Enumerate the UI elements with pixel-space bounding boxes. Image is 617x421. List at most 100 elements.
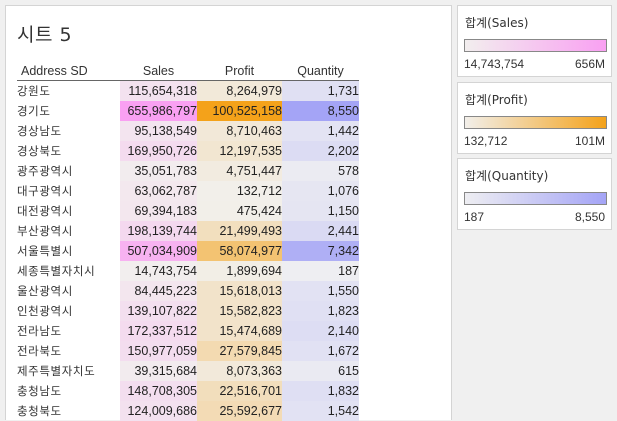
legend-sales[interactable]: 합계(Sales) 14,743,754 656M — [457, 5, 612, 77]
cell-sales[interactable]: 124,009,686 — [120, 400, 197, 421]
cell-sales[interactable]: 150,977,059 — [120, 340, 197, 361]
cell-quantity[interactable]: 8,550 — [282, 100, 359, 121]
table-row[interactable]: 울산광역시 84,445,223 15,618,013 1,550 — [17, 280, 359, 301]
cell-address: 경기도 — [17, 103, 51, 118]
sheet-panel: 시트 5 Address SD Sales Profit Quantity 강원… — [5, 5, 452, 421]
cell-quantity[interactable]: 1,832 — [282, 380, 359, 401]
cell-quantity[interactable]: 1,672 — [282, 340, 359, 361]
cell-address: 대구광역시 — [17, 183, 73, 198]
cell-address: 세종특별자치시 — [17, 263, 96, 278]
table-row[interactable]: 전라북도 150,977,059 27,579,845 1,672 — [17, 340, 359, 361]
cell-sales[interactable]: 115,654,318 — [120, 80, 197, 101]
legend-title: 합계(Quantity) — [465, 169, 549, 183]
cell-quantity[interactable]: 187 — [282, 260, 359, 281]
cell-sales[interactable]: 69,394,183 — [120, 200, 197, 221]
legend-quantity[interactable]: 합계(Quantity) 187 8,550 — [457, 158, 612, 230]
cell-address: 전라남도 — [17, 323, 62, 338]
cell-address: 경상북도 — [17, 143, 62, 158]
cell-profit[interactable]: 100,525,158 — [197, 100, 282, 121]
cell-sales[interactable]: 148,708,305 — [120, 380, 197, 401]
table-row[interactable]: 경상북도 169,950,726 12,197,535 2,202 — [17, 140, 359, 161]
cell-quantity[interactable]: 1,076 — [282, 180, 359, 201]
cell-profit[interactable]: 21,499,493 — [197, 220, 282, 241]
cell-sales[interactable]: 84,445,223 — [120, 280, 197, 301]
legend-max-label: 101M — [574, 134, 605, 148]
cell-sales[interactable]: 507,034,909 — [120, 240, 197, 261]
cell-profit[interactable]: 8,073,363 — [197, 360, 282, 381]
legend-min-label: 132,712 — [464, 134, 508, 148]
cell-profit[interactable]: 1,899,694 — [197, 260, 282, 281]
table-row[interactable]: 부산광역시 198,139,744 21,499,493 2,441 — [17, 220, 359, 241]
cell-sales[interactable]: 14,743,754 — [120, 260, 197, 281]
table-row[interactable]: 세종특별자치시 14,743,754 1,899,694 187 — [17, 260, 359, 281]
table-row[interactable]: 인천광역시 139,107,822 15,582,823 1,823 — [17, 300, 359, 321]
legend-profit[interactable]: 합계(Profit) 132,712 101M — [457, 82, 612, 154]
cell-sales[interactable]: 95,138,549 — [120, 120, 197, 141]
cell-quantity[interactable]: 1,731 — [282, 80, 359, 101]
header-row: Address SD Sales Profit Quantity — [17, 61, 359, 81]
cell-profit[interactable]: 132,712 — [197, 180, 282, 201]
cell-quantity[interactable]: 7,342 — [282, 240, 359, 261]
cell-quantity[interactable]: 1,442 — [282, 120, 359, 141]
table-row[interactable]: 전라남도 172,337,512 15,474,689 2,140 — [17, 320, 359, 341]
table-row[interactable]: 대구광역시 63,062,787 132,712 1,076 — [17, 180, 359, 201]
cell-quantity[interactable]: 1,542 — [282, 400, 359, 421]
cell-sales[interactable]: 169,950,726 — [120, 140, 197, 161]
header-profit[interactable]: Profit — [224, 63, 255, 78]
cell-sales[interactable]: 655,986,797 — [120, 100, 197, 121]
cell-profit[interactable]: 15,618,013 — [197, 280, 282, 301]
cell-profit[interactable]: 4,751,447 — [197, 160, 282, 181]
table-body: 강원도 115,654,318 8,264,979 1,731 경기도 655,986,7… — [17, 80, 359, 421]
cell-profit[interactable]: 15,582,823 — [197, 300, 282, 321]
cell-address: 경상남도 — [17, 123, 62, 138]
legend-color-ramp — [464, 116, 607, 129]
table-row[interactable]: 충청남도 148,708,305 22,516,701 1,832 — [17, 380, 359, 401]
cell-quantity[interactable]: 1,550 — [282, 280, 359, 301]
cell-profit[interactable]: 15,474,689 — [197, 320, 282, 341]
cell-sales[interactable]: 35,051,783 — [120, 160, 197, 181]
cell-profit[interactable]: 8,710,463 — [197, 120, 282, 141]
table-row[interactable]: 제주특별자치도 39,315,684 8,073,363 615 — [17, 360, 359, 381]
cell-quantity[interactable]: 2,140 — [282, 320, 359, 341]
cell-quantity[interactable]: 1,150 — [282, 200, 359, 221]
cell-quantity[interactable]: 2,441 — [282, 220, 359, 241]
cell-profit[interactable]: 25,592,677 — [197, 400, 282, 421]
header-quantity[interactable]: Quantity — [297, 63, 344, 78]
header-sales[interactable]: Sales — [142, 63, 175, 78]
sheet-title: 시트 5 — [17, 24, 73, 46]
cell-address: 전라북도 — [17, 343, 62, 358]
cell-address: 서울특별시 — [17, 243, 73, 258]
cell-profit[interactable]: 58,074,977 — [197, 240, 282, 261]
legend-title: 합계(Sales) — [465, 16, 529, 30]
table-row[interactable]: 광주광역시 35,051,783 4,751,447 578 — [17, 160, 359, 181]
cell-sales[interactable]: 139,107,822 — [120, 300, 197, 321]
table-row[interactable]: 경상남도 95,138,549 8,710,463 1,442 — [17, 120, 359, 141]
cell-profit[interactable]: 8,264,979 — [197, 80, 282, 101]
cell-profit[interactable]: 12,197,535 — [197, 140, 282, 161]
cell-profit[interactable]: 27,579,845 — [197, 340, 282, 361]
cell-address: 충청북도 — [17, 403, 62, 418]
cell-address: 대전광역시 — [17, 203, 73, 218]
cell-quantity[interactable]: 578 — [282, 160, 359, 181]
cell-quantity[interactable]: 1,823 — [282, 300, 359, 321]
table-row[interactable]: 경기도 655,986,797 100,525,158 8,550 — [17, 100, 359, 121]
legend-max-label: 656M — [574, 57, 605, 71]
cell-sales[interactable]: 39,315,684 — [120, 360, 197, 381]
table-row[interactable]: 서울특별시 507,034,909 58,074,977 7,342 — [17, 240, 359, 261]
legend-min-label: 187 — [464, 210, 485, 224]
cell-sales[interactable]: 172,337,512 — [120, 320, 197, 341]
legend-max-label: 8,550 — [574, 210, 605, 224]
cell-sales[interactable]: 63,062,787 — [120, 180, 197, 201]
cell-quantity[interactable]: 615 — [282, 360, 359, 381]
cell-profit[interactable]: 22,516,701 — [197, 380, 282, 401]
cell-sales[interactable]: 198,139,744 — [120, 220, 197, 241]
table-row[interactable]: 충청북도 124,009,686 25,592,677 1,542 — [17, 400, 359, 421]
cell-address: 충청남도 — [17, 383, 62, 398]
cell-address: 인천광역시 — [17, 303, 73, 318]
header-address[interactable]: Address SD — [21, 63, 88, 78]
cell-profit[interactable]: 475,424 — [197, 200, 282, 221]
legend-color-ramp — [464, 39, 607, 52]
table-row[interactable]: 강원도 115,654,318 8,264,979 1,731 — [17, 80, 359, 101]
cell-quantity[interactable]: 2,202 — [282, 140, 359, 161]
table-row[interactable]: 대전광역시 69,394,183 475,424 1,150 — [17, 200, 359, 221]
